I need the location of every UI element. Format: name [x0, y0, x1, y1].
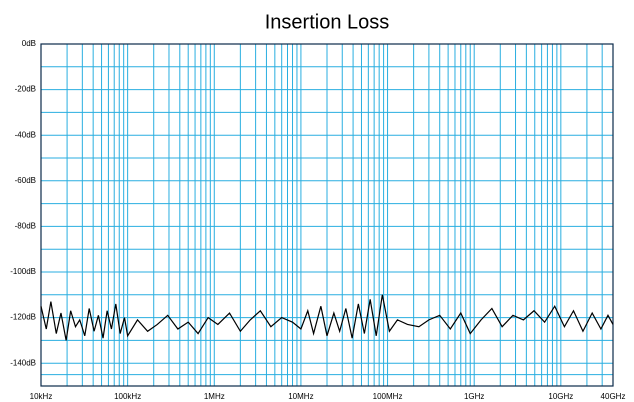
- x-tick-label: 100MHz: [373, 392, 403, 401]
- x-tick-label: 10GHz: [548, 392, 573, 401]
- y-tick-label: -120dB: [10, 313, 36, 322]
- y-tick-label: -100dB: [10, 267, 36, 276]
- y-tick-label: -20dB: [15, 85, 36, 94]
- x-tick-label: 1MHz: [204, 392, 225, 401]
- y-tick-label: -60dB: [15, 176, 36, 185]
- chart-title: Insertion Loss: [265, 11, 390, 33]
- x-tick-label: 1GHz: [464, 392, 484, 401]
- x-tick-label: 10MHz: [288, 392, 313, 401]
- plot-frame: [40, 43, 614, 387]
- y-tick-label: 0dB: [22, 39, 36, 48]
- y-tick-label: -140dB: [10, 358, 36, 367]
- y-tick-label: -80dB: [15, 222, 36, 231]
- x-tick-label: 40GHz: [601, 392, 626, 401]
- data-line: [40, 294, 614, 341]
- y-tick-label: -40dB: [15, 130, 36, 139]
- x-tick-label: 100kHz: [114, 392, 141, 401]
- x-tick-label: 10kHz: [30, 392, 53, 401]
